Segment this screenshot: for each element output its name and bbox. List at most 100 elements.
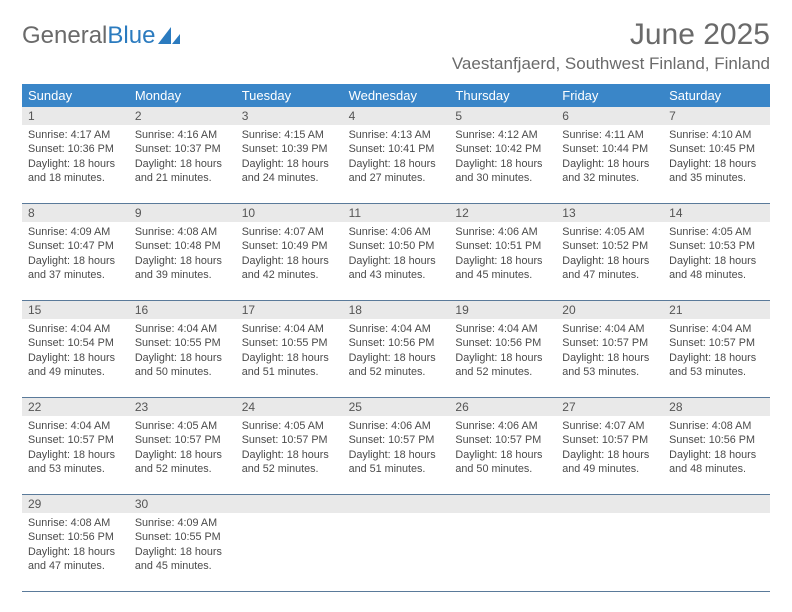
day-number: 6 bbox=[556, 107, 663, 125]
day-number-blank: . bbox=[663, 495, 770, 513]
sunrise-line: Sunrise: 4:05 AM bbox=[242, 419, 337, 433]
day-cell: Sunrise: 4:05 AMSunset: 10:53 PMDaylight… bbox=[663, 222, 770, 300]
sunset-line: Sunset: 10:44 PM bbox=[562, 142, 657, 156]
daylight-line: Daylight: 18 hours and 45 minutes. bbox=[135, 545, 230, 574]
day-number: 2 bbox=[129, 107, 236, 125]
day-cell: Sunrise: 4:17 AMSunset: 10:36 PMDaylight… bbox=[22, 125, 129, 203]
day-cell: Sunrise: 4:04 AMSunset: 10:55 PMDaylight… bbox=[129, 319, 236, 397]
logo-sail-icon bbox=[158, 27, 180, 45]
location: Vaestanfjaerd, Southwest Finland, Finlan… bbox=[452, 54, 770, 74]
day-number-blank: . bbox=[236, 495, 343, 513]
sunrise-line: Sunrise: 4:07 AM bbox=[242, 225, 337, 239]
day-cell: Sunrise: 4:06 AMSunset: 10:50 PMDaylight… bbox=[343, 222, 450, 300]
daylight-line: Daylight: 18 hours and 52 minutes. bbox=[242, 448, 337, 477]
sunrise-line: Sunrise: 4:06 AM bbox=[455, 419, 550, 433]
daylight-line: Daylight: 18 hours and 51 minutes. bbox=[349, 448, 444, 477]
sunset-line: Sunset: 10:57 PM bbox=[562, 433, 657, 447]
sunset-line: Sunset: 10:56 PM bbox=[455, 336, 550, 350]
sunset-line: Sunset: 10:57 PM bbox=[242, 433, 337, 447]
sunrise-line: Sunrise: 4:08 AM bbox=[135, 225, 230, 239]
sunset-line: Sunset: 10:55 PM bbox=[242, 336, 337, 350]
week-row: Sunrise: 4:17 AMSunset: 10:36 PMDaylight… bbox=[22, 125, 770, 204]
day-number: 25 bbox=[343, 398, 450, 416]
weekday-header: Saturday bbox=[663, 84, 770, 107]
sunrise-line: Sunrise: 4:04 AM bbox=[669, 322, 764, 336]
daylight-line: Daylight: 18 hours and 45 minutes. bbox=[455, 254, 550, 283]
daylight-line: Daylight: 18 hours and 53 minutes. bbox=[669, 351, 764, 380]
sunrise-line: Sunrise: 4:09 AM bbox=[28, 225, 123, 239]
day-cell: Sunrise: 4:07 AMSunset: 10:57 PMDaylight… bbox=[556, 416, 663, 494]
weekday-header-row: SundayMondayTuesdayWednesdayThursdayFrid… bbox=[22, 84, 770, 107]
day-cell: Sunrise: 4:06 AMSunset: 10:57 PMDaylight… bbox=[449, 416, 556, 494]
day-cell: Sunrise: 4:05 AMSunset: 10:57 PMDaylight… bbox=[129, 416, 236, 494]
day-number: 15 bbox=[22, 301, 129, 319]
day-number-blank: . bbox=[556, 495, 663, 513]
sunset-line: Sunset: 10:42 PM bbox=[455, 142, 550, 156]
day-number: 1 bbox=[22, 107, 129, 125]
daylight-line: Daylight: 18 hours and 39 minutes. bbox=[135, 254, 230, 283]
daylight-line: Daylight: 18 hours and 37 minutes. bbox=[28, 254, 123, 283]
day-number: 20 bbox=[556, 301, 663, 319]
sunset-line: Sunset: 10:39 PM bbox=[242, 142, 337, 156]
day-number: 9 bbox=[129, 204, 236, 222]
sunset-line: Sunset: 10:57 PM bbox=[349, 433, 444, 447]
weekday-header: Wednesday bbox=[343, 84, 450, 107]
sunrise-line: Sunrise: 4:08 AM bbox=[28, 516, 123, 530]
day-number: 13 bbox=[556, 204, 663, 222]
sunset-line: Sunset: 10:57 PM bbox=[562, 336, 657, 350]
day-cell-empty bbox=[663, 513, 770, 591]
sunset-line: Sunset: 10:50 PM bbox=[349, 239, 444, 253]
title-block: June 2025 Vaestanfjaerd, Southwest Finla… bbox=[452, 18, 770, 74]
day-number: 4 bbox=[343, 107, 450, 125]
day-number-blank: . bbox=[343, 495, 450, 513]
day-cell-empty bbox=[556, 513, 663, 591]
day-number: 18 bbox=[343, 301, 450, 319]
sunset-line: Sunset: 10:57 PM bbox=[28, 433, 123, 447]
sunrise-line: Sunrise: 4:15 AM bbox=[242, 128, 337, 142]
week-row: Sunrise: 4:09 AMSunset: 10:47 PMDaylight… bbox=[22, 222, 770, 301]
month-title: June 2025 bbox=[452, 18, 770, 52]
daylight-line: Daylight: 18 hours and 53 minutes. bbox=[562, 351, 657, 380]
day-number: 3 bbox=[236, 107, 343, 125]
day-number-blank: . bbox=[449, 495, 556, 513]
sunset-line: Sunset: 10:47 PM bbox=[28, 239, 123, 253]
daynum-row: 2930..... bbox=[22, 495, 770, 513]
day-number: 16 bbox=[129, 301, 236, 319]
day-number: 8 bbox=[22, 204, 129, 222]
sunset-line: Sunset: 10:57 PM bbox=[669, 336, 764, 350]
sunset-line: Sunset: 10:53 PM bbox=[669, 239, 764, 253]
day-cell: Sunrise: 4:09 AMSunset: 10:47 PMDaylight… bbox=[22, 222, 129, 300]
weekday-header: Tuesday bbox=[236, 84, 343, 107]
sunrise-line: Sunrise: 4:04 AM bbox=[28, 419, 123, 433]
day-number: 21 bbox=[663, 301, 770, 319]
header: GeneralBlue June 2025 Vaestanfjaerd, Sou… bbox=[22, 18, 770, 74]
daynum-row: 891011121314 bbox=[22, 204, 770, 222]
sunset-line: Sunset: 10:45 PM bbox=[669, 142, 764, 156]
sunset-line: Sunset: 10:36 PM bbox=[28, 142, 123, 156]
sunrise-line: Sunrise: 4:07 AM bbox=[562, 419, 657, 433]
daylight-line: Daylight: 18 hours and 48 minutes. bbox=[669, 448, 764, 477]
day-cell: Sunrise: 4:08 AMSunset: 10:56 PMDaylight… bbox=[663, 416, 770, 494]
day-number: 5 bbox=[449, 107, 556, 125]
day-number: 22 bbox=[22, 398, 129, 416]
week-row: Sunrise: 4:04 AMSunset: 10:54 PMDaylight… bbox=[22, 319, 770, 398]
sunrise-line: Sunrise: 4:04 AM bbox=[242, 322, 337, 336]
day-number: 29 bbox=[22, 495, 129, 513]
sunset-line: Sunset: 10:57 PM bbox=[455, 433, 550, 447]
day-cell: Sunrise: 4:04 AMSunset: 10:57 PMDaylight… bbox=[556, 319, 663, 397]
daylight-line: Daylight: 18 hours and 48 minutes. bbox=[669, 254, 764, 283]
daylight-line: Daylight: 18 hours and 30 minutes. bbox=[455, 157, 550, 186]
daylight-line: Daylight: 18 hours and 50 minutes. bbox=[455, 448, 550, 477]
sunset-line: Sunset: 10:52 PM bbox=[562, 239, 657, 253]
day-cell-empty bbox=[236, 513, 343, 591]
sunset-line: Sunset: 10:41 PM bbox=[349, 142, 444, 156]
daylight-line: Daylight: 18 hours and 52 minutes. bbox=[135, 448, 230, 477]
day-number: 28 bbox=[663, 398, 770, 416]
day-cell: Sunrise: 4:11 AMSunset: 10:44 PMDaylight… bbox=[556, 125, 663, 203]
daylight-line: Daylight: 18 hours and 43 minutes. bbox=[349, 254, 444, 283]
day-cell: Sunrise: 4:06 AMSunset: 10:57 PMDaylight… bbox=[343, 416, 450, 494]
day-number: 11 bbox=[343, 204, 450, 222]
day-cell-empty bbox=[343, 513, 450, 591]
sunrise-line: Sunrise: 4:04 AM bbox=[455, 322, 550, 336]
sunset-line: Sunset: 10:56 PM bbox=[28, 530, 123, 544]
